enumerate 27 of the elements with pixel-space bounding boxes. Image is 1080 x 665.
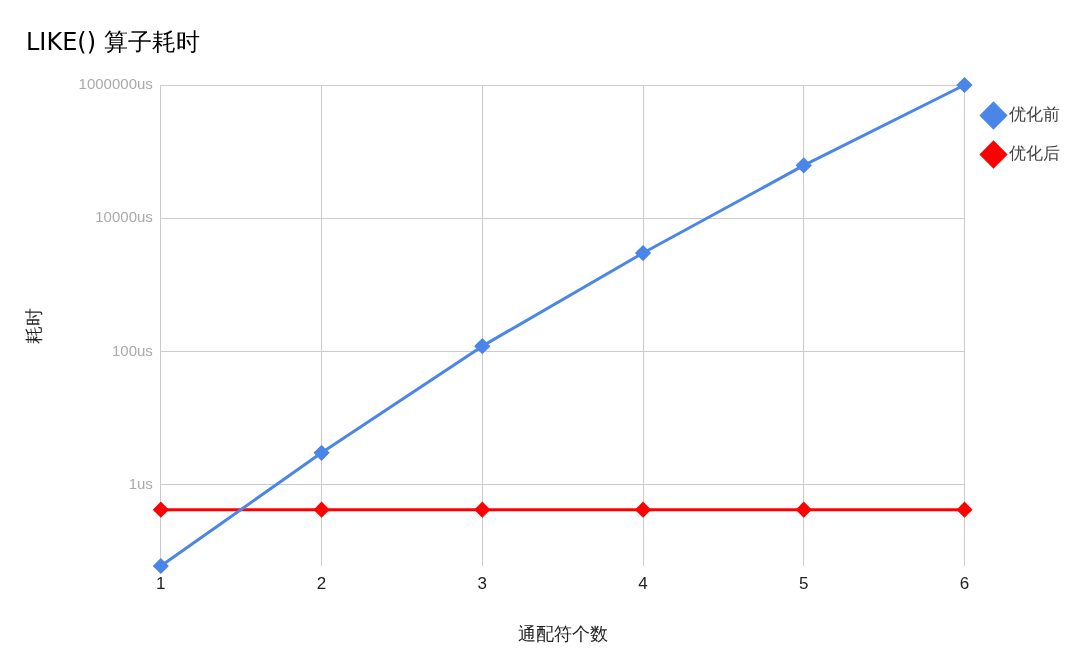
point <box>635 502 651 518</box>
y-tick-label: 10000us <box>95 208 153 226</box>
y-tick-label: 100us <box>111 341 153 359</box>
x-tick-label: 6 <box>959 573 970 593</box>
y-axis-title: 耗时 <box>23 307 44 344</box>
point <box>474 502 490 518</box>
x-axis-title: 通配符个数 <box>517 624 608 645</box>
x-tick-label: 1 <box>156 573 166 593</box>
point <box>957 77 972 93</box>
point <box>474 338 490 354</box>
y-tick-label: 1us <box>128 474 153 492</box>
x-tick-label: 3 <box>477 573 488 593</box>
point <box>635 245 651 261</box>
point <box>314 502 330 518</box>
legend-label: 优化前 <box>1009 103 1060 124</box>
chart-title: LIKE() 算子耗时 <box>26 27 200 58</box>
legend-label: 优化后 <box>1009 142 1060 163</box>
point <box>314 445 330 461</box>
point <box>796 157 812 173</box>
point <box>796 502 812 518</box>
x-tick-label: 5 <box>799 573 809 593</box>
point <box>957 502 972 518</box>
point <box>153 558 169 574</box>
x-tick-label: 4 <box>638 573 648 593</box>
y-tick-label: 1000000us <box>78 75 153 93</box>
x-tick-label: 2 <box>316 573 327 593</box>
point <box>153 502 169 518</box>
